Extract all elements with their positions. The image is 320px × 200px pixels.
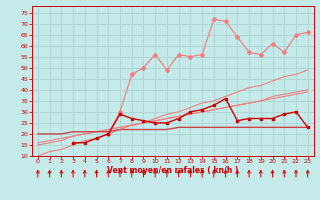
X-axis label: Vent moyen/en rafales ( kn/h ): Vent moyen/en rafales ( kn/h ) xyxy=(107,166,238,175)
